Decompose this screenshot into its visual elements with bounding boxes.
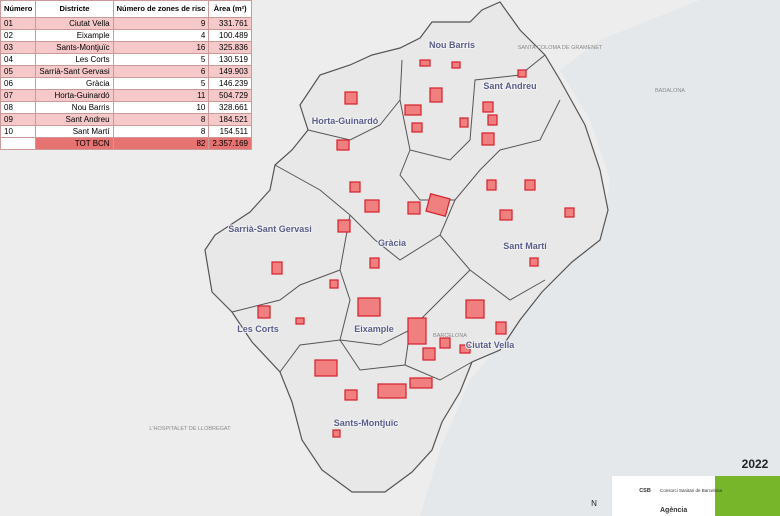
table-cell: 16 — [112, 41, 210, 54]
table-cell: 8 — [112, 113, 210, 126]
table-cell: Nou Barris — [35, 101, 114, 114]
header-cell: Número — [0, 0, 37, 18]
place-label: L'HOSPITALET DE LLOBREGAT — [149, 426, 231, 432]
table-cell: 184.521 — [208, 113, 252, 126]
district-label: Eixample — [354, 324, 394, 334]
table-cell: 149.903 — [208, 65, 252, 78]
table-cell: 07 — [0, 89, 37, 102]
table-row: 08 Nou Barris 10 328.661 — [0, 101, 252, 114]
table-cell: 05 — [0, 65, 37, 78]
table-cell: 331.761 — [208, 17, 252, 30]
place-label: BADALONA — [655, 88, 685, 94]
table-header: Número Districte Número de zones de risc Àr… — [0, 0, 252, 18]
table-cell: Sants-Montjuïc — [35, 41, 114, 54]
table-row: 02 Eixample 4 100.489 — [0, 29, 252, 42]
table-cell: 5 — [112, 53, 210, 66]
table-cell: 10 — [0, 125, 37, 138]
table-cell: Gràcia — [35, 77, 114, 90]
table-cell: 11 — [112, 89, 210, 102]
risk-table: Número Districte Número de zones de risc Àr… — [0, 0, 252, 150]
table-cell: Horta-Guinardó — [35, 89, 114, 102]
table-cell: 328.661 — [208, 101, 252, 114]
table-cell: 02 — [0, 29, 37, 42]
table-cell: 10 — [112, 101, 210, 114]
table-cell: 82 — [112, 137, 210, 150]
logo-short: CSB — [639, 488, 651, 494]
table-cell: 8 — [112, 125, 210, 138]
table-row: 03 Sants-Montjuïc 16 325.836 — [0, 41, 252, 54]
total-row: TOT BCN 82 2.357.169 — [0, 137, 252, 150]
table-cell: 146.239 — [208, 77, 252, 90]
risk-zones — [257, 59, 575, 438]
table-cell: TOT BCN — [35, 137, 114, 150]
table-body: 01 Ciutat Vella 9 331.761 02 Eixample 4 100.489… — [0, 17, 252, 150]
table-cell: 9 — [112, 17, 210, 30]
header-cell: Número de zones de risc — [112, 0, 210, 18]
logo-name: Consorci Sanitari de Barcelona — [660, 488, 723, 493]
place-label: SANTA COLOMA DE GRAMENET — [518, 45, 603, 51]
table-row: 05 Sarrià-Sant Gervasi 6 149.903 — [0, 65, 252, 78]
agency-icon — [715, 476, 780, 516]
table-cell: 09 — [0, 113, 37, 126]
table-cell: Sant Andreu — [35, 113, 114, 126]
table-cell: 08 — [0, 101, 37, 114]
table-cell: Eixample — [35, 29, 114, 42]
table-row: 07 Horta-Guinardó 11 504.729 — [0, 89, 252, 102]
table-cell: 03 — [0, 41, 37, 54]
agency-name: Agència — [660, 507, 687, 514]
table-row: 01 Ciutat Vella 9 331.761 — [0, 17, 252, 30]
table-cell: 04 — [0, 53, 37, 66]
district-label: Ciutat Vella — [466, 340, 516, 350]
place-label: BARCELONA — [433, 333, 467, 339]
table-cell: 01 — [0, 17, 37, 30]
city-area — [204, 1, 609, 493]
district-label: Sarrià-Sant Gervasi — [228, 224, 312, 234]
table-cell: 325.836 — [208, 41, 252, 54]
district-label: Les Corts — [237, 324, 279, 334]
district-label: Sant Martí — [503, 241, 547, 251]
district-label: Nou Barris — [429, 40, 475, 50]
table-cell: 6 — [112, 65, 210, 78]
year: 2022 — [742, 457, 769, 471]
table-cell: Les Corts — [35, 53, 114, 66]
north-arrow: N — [591, 499, 597, 508]
table-row: 10 Sant Martí 8 154.511 — [0, 125, 252, 138]
header-cell: Districte — [35, 0, 114, 18]
table-cell: Ciutat Vella — [35, 17, 114, 30]
table-cell: 5 — [112, 77, 210, 90]
district-label: Sant Andreu — [483, 81, 536, 91]
table-cell: 100.489 — [208, 29, 252, 42]
table-row: 04 Les Corts 5 130.519 — [0, 53, 252, 66]
table-cell: 06 — [0, 77, 37, 90]
table-row: 09 Sant Andreu 8 184.521 — [0, 113, 252, 126]
district-label: Sants-Montjuïc — [334, 418, 399, 428]
table-cell: 154.511 — [208, 125, 252, 138]
table-cell: 130.519 — [208, 53, 252, 66]
table-cell — [0, 137, 37, 150]
table-cell: Sant Martí — [35, 125, 114, 138]
table-cell: Sarrià-Sant Gervasi — [35, 65, 114, 78]
table-row: 06 Gràcia 5 146.239 — [0, 77, 252, 90]
header-cell: Àrea (m²) — [208, 0, 252, 18]
sea — [420, 0, 780, 516]
district-label: Gràcia — [378, 238, 407, 248]
table-cell: 504.729 — [208, 89, 252, 102]
table-cell: 4 — [112, 29, 210, 42]
district-label: Horta-Guinardó — [312, 116, 379, 126]
table-cell: 2.357.169 — [208, 137, 252, 150]
